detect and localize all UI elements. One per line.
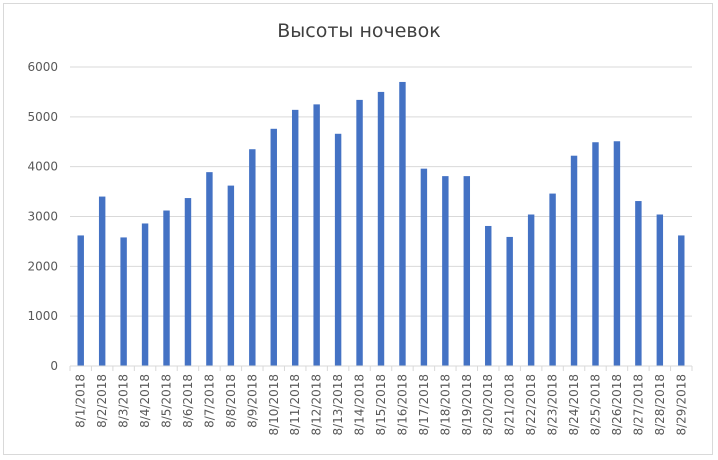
bar (442, 176, 449, 366)
bar (141, 223, 149, 366)
bar (656, 214, 664, 366)
bar (570, 155, 578, 366)
x-tick-label: 8/9/2018 (245, 374, 259, 428)
x-tick-label: 8/22/2018 (524, 374, 538, 436)
bar (334, 133, 342, 366)
bar (420, 168, 428, 366)
x-tick-label: 8/10/2018 (267, 374, 281, 436)
x-tick-label: 8/14/2018 (353, 374, 367, 436)
chart-title: Высоты ночевок (277, 20, 441, 42)
bar (184, 198, 192, 366)
bar (635, 201, 642, 366)
bar (485, 225, 492, 366)
x-tick-label: 8/1/2018 (74, 374, 88, 428)
y-tick-label: 0 (50, 359, 58, 373)
x-tick-label: 8/28/2018 (653, 374, 667, 436)
x-tick-label: 8/23/2018 (546, 374, 560, 436)
x-tick-label: 8/8/2018 (224, 374, 238, 428)
bar (249, 149, 256, 366)
bar (399, 81, 406, 366)
bar (313, 104, 320, 366)
bar (549, 193, 556, 366)
x-tick-label: 8/3/2018 (117, 374, 131, 428)
bar (678, 235, 685, 366)
y-tick-label: 3000 (27, 210, 58, 224)
x-tick-label: 8/16/2018 (395, 374, 409, 436)
x-tick-label: 8/15/2018 (374, 374, 388, 436)
bar (163, 210, 170, 366)
x-tick-label: 8/24/2018 (567, 374, 581, 436)
bar (270, 128, 277, 366)
x-tick-label: 8/2/2018 (95, 374, 109, 428)
x-tick-label: 8/4/2018 (138, 374, 152, 428)
x-tick-label: 8/29/2018 (674, 374, 688, 436)
bars (77, 81, 685, 367)
y-tick-label: 2000 (27, 259, 58, 273)
x-tick-label: 8/21/2018 (503, 374, 517, 436)
x-tick-label: 8/17/2018 (417, 374, 431, 436)
bar (592, 142, 599, 366)
x-tick-label: 8/27/2018 (631, 374, 645, 436)
bar (120, 237, 127, 366)
bar (227, 185, 235, 366)
x-tick-label: 8/26/2018 (610, 374, 624, 436)
y-tick-label: 1000 (27, 309, 58, 323)
bar (463, 176, 471, 366)
bar (291, 109, 299, 367)
bar (527, 214, 535, 366)
x-tick-label: 8/7/2018 (202, 374, 216, 428)
x-tick-label: 8/20/2018 (481, 374, 495, 436)
bar (206, 172, 213, 366)
x-tick-label: 8/18/2018 (438, 374, 452, 436)
bar (377, 91, 385, 367)
x-tick-label: 8/19/2018 (460, 374, 474, 436)
x-tick-label: 8/11/2018 (288, 374, 302, 436)
x-tick-label: 8/6/2018 (181, 374, 195, 428)
y-axis-tick-labels: 0 1000 2000 3000 4000 5000 6000 (27, 60, 58, 373)
x-axis-tick-labels: 8/1/2018 8/2/2018 8/3/2018 8/4/2018 8/5/2018… (74, 374, 689, 436)
bar (613, 141, 621, 366)
x-tick-label: 8/13/2018 (331, 374, 345, 436)
x-tick-label: 8/5/2018 (160, 374, 174, 428)
bar (98, 196, 106, 366)
x-tick-label: 8/12/2018 (310, 374, 324, 436)
x-tick-label: 8/25/2018 (588, 374, 602, 436)
bar (356, 99, 363, 366)
bar (77, 235, 84, 366)
y-tick-label: 4000 (27, 160, 58, 174)
bar (506, 236, 513, 366)
x-axis (69, 365, 693, 371)
y-tick-label: 5000 (27, 110, 58, 124)
y-tick-label: 6000 (27, 60, 58, 74)
